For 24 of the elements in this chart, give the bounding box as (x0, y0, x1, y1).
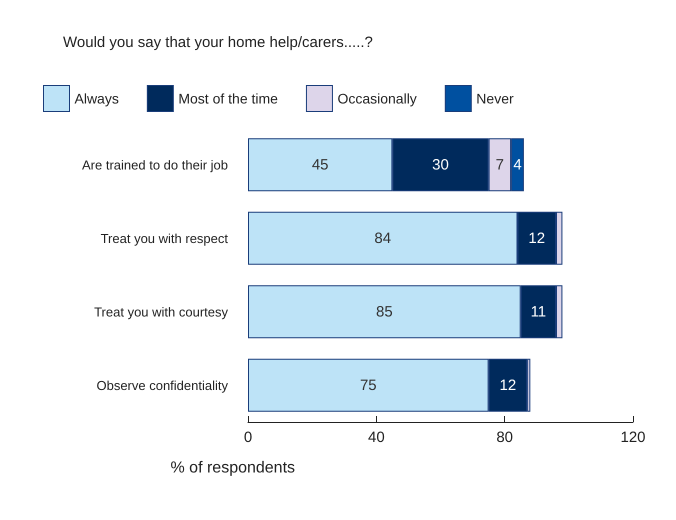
y-tick-label: Treat you with courtesy (94, 304, 228, 320)
x-axis-title: % of respondents (170, 460, 296, 476)
data-label: 45 (312, 156, 329, 174)
data-label: 11 (530, 303, 546, 320)
x-tick-label: 0 (244, 429, 252, 446)
data-label: 85 (376, 303, 393, 320)
data-label: 75 (360, 376, 377, 394)
x-tick-label: 80 (496, 429, 514, 446)
data-label: 12 (528, 230, 546, 247)
legend-label: Most of the time (178, 90, 278, 106)
legend-label: Always (74, 90, 119, 106)
data-label: 84 (374, 230, 392, 247)
legend-label: Never (476, 90, 514, 106)
data-label: 30 (432, 156, 449, 174)
data-label: 7 (496, 156, 504, 174)
data-label: 12 (500, 376, 516, 394)
y-tick-label: Treat you with respect (100, 230, 228, 246)
legend-label: Occasionally (337, 90, 417, 106)
data-label: 4 (513, 156, 522, 174)
chart-title: Would you say that your home help/carers.....? (63, 34, 373, 51)
x-tick-label: 40 (368, 429, 385, 446)
x-tick-label: 120 (620, 429, 646, 446)
y-tick-label: Are trained to do their job (82, 157, 228, 172)
y-tick-label: Observe confidentiality (96, 378, 228, 393)
